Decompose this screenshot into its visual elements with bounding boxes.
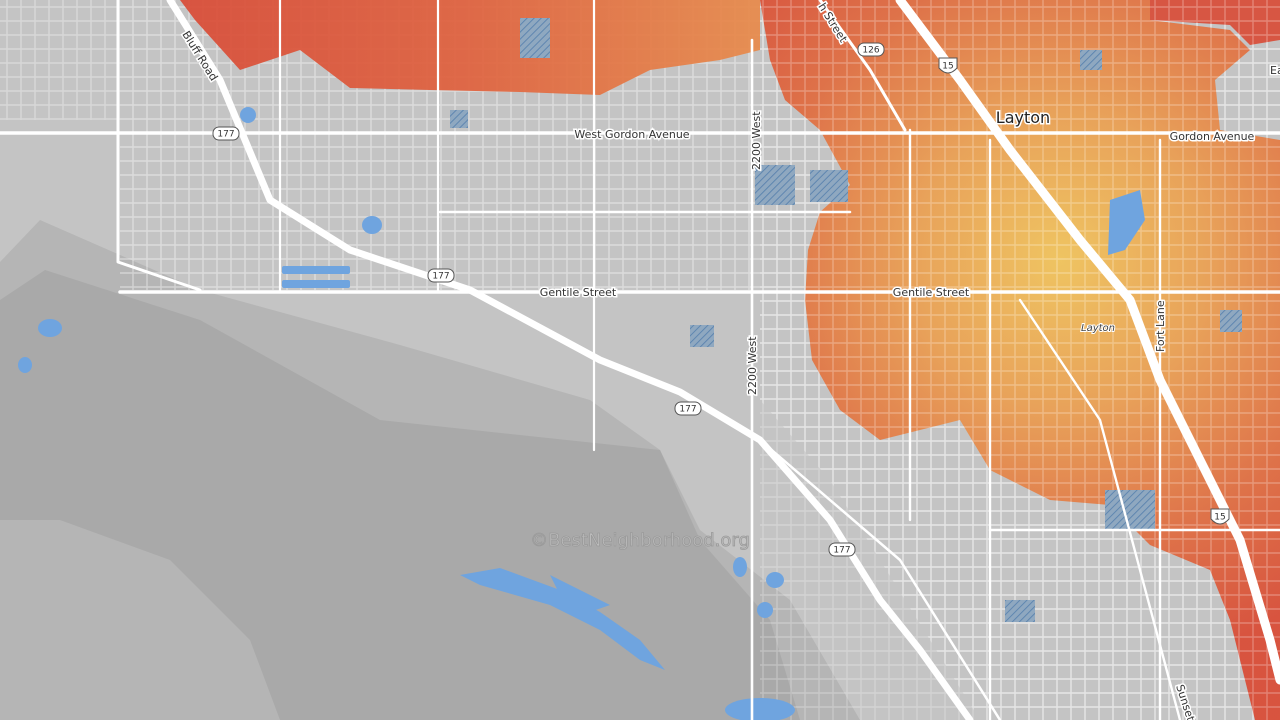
interstate-shields: 15 15	[938, 57, 1230, 525]
route-shield: 177	[217, 130, 234, 140]
parks	[450, 18, 1242, 622]
route-shield: 177	[833, 546, 850, 556]
route-shield: 177	[679, 405, 696, 415]
road-label: Gordon Avenue	[1170, 130, 1255, 143]
road-label: Ea	[1270, 64, 1280, 77]
water	[18, 107, 1145, 720]
route-shields: 177 177 177 177 126	[212, 42, 885, 557]
road-label: Gentile Street	[893, 286, 970, 299]
heat-area	[180, 0, 760, 95]
place-label: Layton	[996, 108, 1050, 127]
streets	[0, 0, 120, 120]
route-shield: 177	[432, 272, 449, 282]
road-label: 2200 West	[750, 111, 763, 170]
interstate-shield: 15	[1214, 513, 1225, 523]
road-label: 2200 West	[746, 336, 759, 395]
route-shield: 126	[862, 46, 879, 56]
interstate-shield: 15	[942, 62, 953, 72]
road-label: West Gordon Avenue	[574, 128, 689, 141]
watermark: ©BestNeighborhood.org	[530, 530, 750, 551]
road-label: Fort Lane	[1154, 300, 1167, 352]
place-label: Layton	[1081, 323, 1115, 334]
road-label: Gentile Street	[540, 286, 617, 299]
